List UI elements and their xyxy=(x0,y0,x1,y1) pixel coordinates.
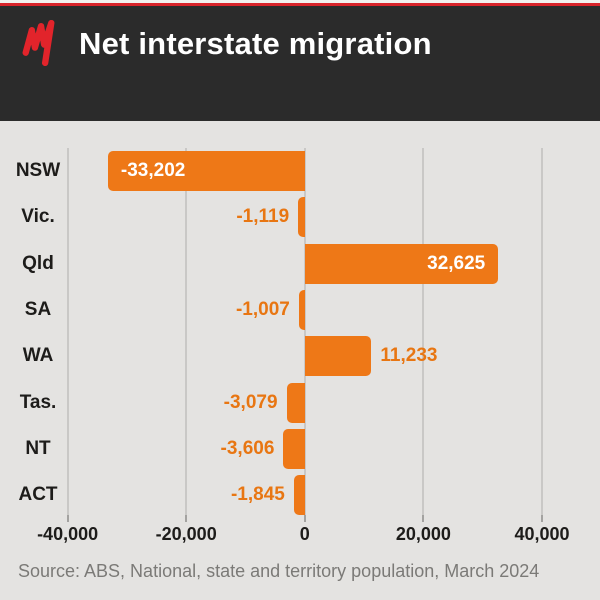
bar-qld xyxy=(304,243,499,284)
category-label-act: ACT xyxy=(18,484,58,506)
bar-sa xyxy=(298,289,305,330)
category-label-nt: NT xyxy=(25,437,51,459)
gridline xyxy=(66,148,69,515)
bar-vic xyxy=(298,197,305,238)
value-label-wa: 11,233 xyxy=(380,345,438,367)
axis-tick xyxy=(66,515,69,522)
bar-nsw xyxy=(107,151,305,191)
category-label-wa: WA xyxy=(22,345,54,367)
axis-tick-label: 0 xyxy=(299,524,310,544)
axis-tick xyxy=(303,515,306,522)
value-label-tas: -3,079 xyxy=(223,391,278,413)
category-label-tas: Tas. xyxy=(19,391,57,413)
category-label-vic: Vic. xyxy=(21,206,55,228)
value-label-sa: -1,007 xyxy=(235,298,290,320)
source-text: Source: ABS, National, state and territo… xyxy=(18,561,540,581)
category-label-sa: SA xyxy=(24,298,52,320)
axis-tick xyxy=(422,515,425,522)
gridline xyxy=(185,148,188,515)
value-label-act: -1,845 xyxy=(230,484,285,506)
value-label-nsw: -33,202 xyxy=(120,160,186,181)
category-label-nsw: NSW xyxy=(15,160,61,181)
header: Net interstate migration xyxy=(0,0,600,121)
axis-tick-label: -40,000 xyxy=(37,524,99,544)
value-label-nt: -3,606 xyxy=(220,437,275,459)
bar-chart: -40,000 -20,000 0 20,000 40,000 NSW -33,202 Vic… xyxy=(0,132,600,552)
bar-nt xyxy=(283,428,305,469)
gridline xyxy=(541,148,543,515)
axis-tick-label: 40,000 xyxy=(514,524,570,544)
axis-tick-label: 20,000 xyxy=(395,524,451,544)
axis-tick xyxy=(541,515,543,522)
bar-tas xyxy=(286,382,305,423)
sbs-logo-icon xyxy=(22,20,55,66)
bar-act xyxy=(293,475,305,516)
chart-title: Net interstate migration xyxy=(79,26,432,61)
bar-wa xyxy=(304,336,372,377)
value-label-vic: -1,119 xyxy=(236,206,290,228)
gridline xyxy=(422,148,425,515)
axis-tick-label: -20,000 xyxy=(155,524,217,544)
header-accent-stripe xyxy=(0,0,600,6)
category-label-qld: Qld xyxy=(22,252,54,274)
value-label-qld: 32,625 xyxy=(427,252,486,274)
axis-tick xyxy=(185,515,188,522)
gridline xyxy=(303,148,306,515)
header-divider-light xyxy=(0,0,600,3)
